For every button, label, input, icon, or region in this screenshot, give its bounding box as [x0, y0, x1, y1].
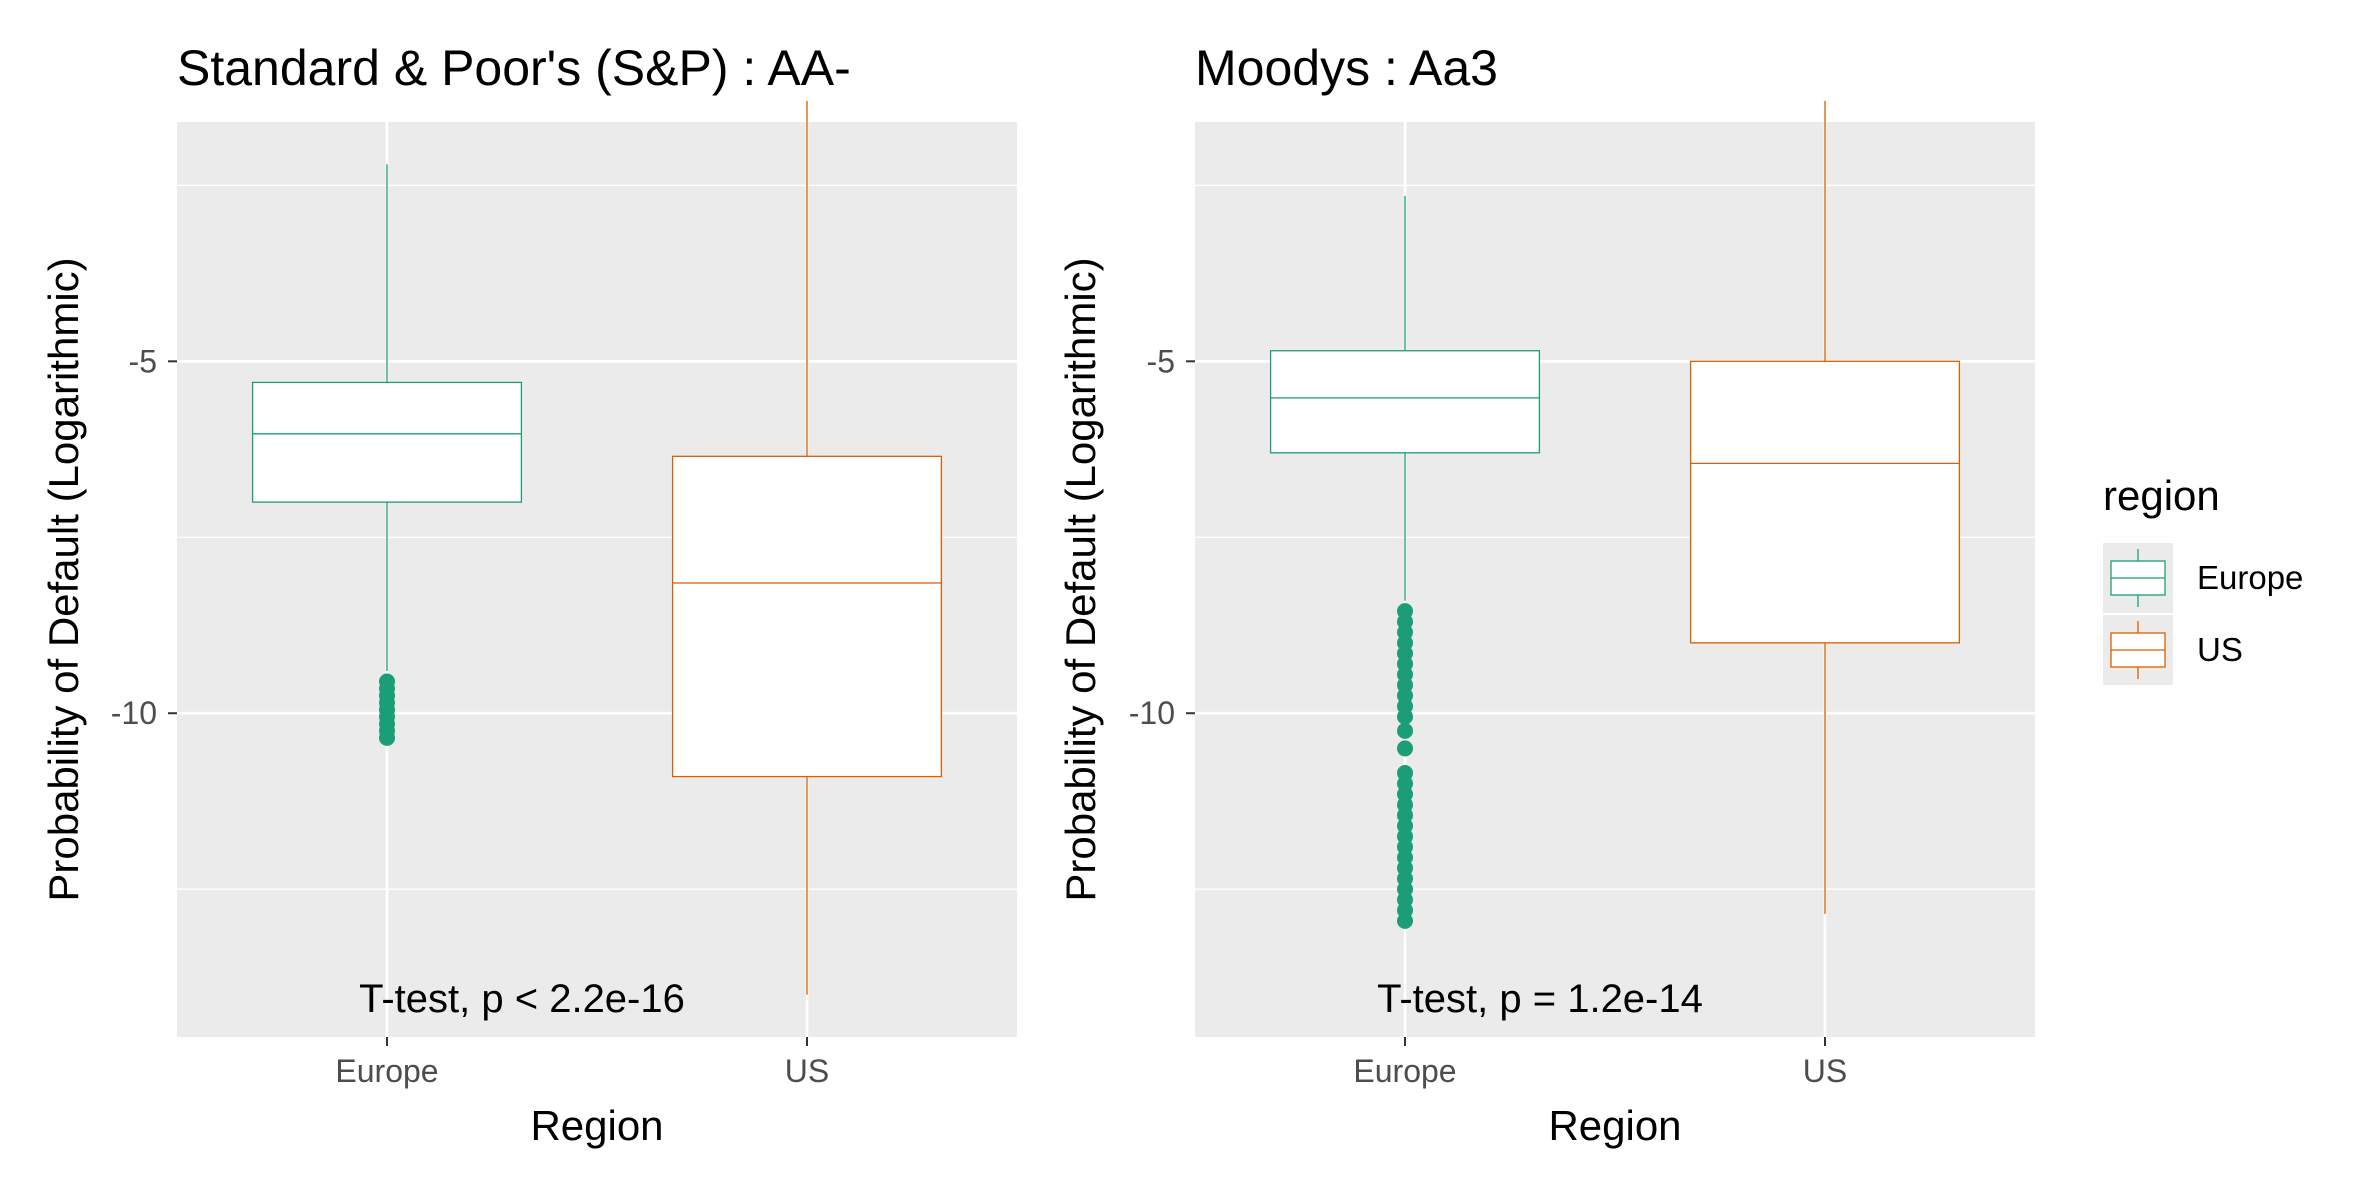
x-tick-label: US	[785, 1053, 829, 1089]
ttest-annotation: T-test, p = 1.2e-14	[1377, 977, 1703, 1021]
box-iqr	[1689, 360, 1961, 644]
y-tick-label: -10	[1129, 695, 1175, 731]
box-iqr	[251, 381, 523, 503]
outlier-point	[1397, 740, 1413, 757]
legend: region Europe US	[2103, 472, 2303, 685]
box-us	[1689, 100, 1961, 914]
legend-label: US	[2197, 631, 2243, 668]
outlier-point	[1397, 722, 1413, 739]
outlier-point	[1397, 912, 1413, 929]
y-tick-label: -5	[129, 343, 157, 379]
y-axis-title: Probability of Default (Logarithmic)	[1057, 257, 1104, 901]
legend-item-us: US	[2103, 615, 2243, 685]
x-tick-label: US	[1803, 1053, 1847, 1089]
chart-panel-2: -5 -10 Europe US Moodys : Aa3 Region Probabili…	[1057, 40, 2035, 1149]
box-europe	[1269, 195, 1541, 929]
ttest-annotation: T-test, p < 2.2e-16	[359, 977, 685, 1021]
box-iqr	[1269, 350, 1541, 454]
outlier-point	[1397, 708, 1413, 725]
y-tick-label: -5	[1147, 343, 1175, 379]
y-tick-label: -10	[111, 695, 157, 731]
chart-panel-1: -5 -10 Europe US Standard & Poor's (S&P) : A…	[40, 40, 1017, 1149]
legend-label: Europe	[2197, 559, 2303, 596]
y-axis-title: Probability of Default (Logarithmic)	[40, 257, 87, 901]
box-europe	[251, 164, 523, 746]
outlier-point	[379, 729, 395, 746]
legend-title: region	[2103, 472, 2220, 519]
x-tick-label: Europe	[1353, 1053, 1456, 1089]
chart-title: Standard & Poor's (S&P) : AA-	[177, 40, 851, 96]
x-tick-label: Europe	[335, 1053, 438, 1089]
box-us	[671, 100, 943, 995]
legend-item-europe: Europe	[2103, 543, 2303, 613]
x-axis-title: Region	[530, 1102, 663, 1149]
box-iqr	[671, 455, 943, 778]
chart-title: Moodys : Aa3	[1195, 40, 1498, 96]
x-axis-title: Region	[1548, 1102, 1681, 1149]
